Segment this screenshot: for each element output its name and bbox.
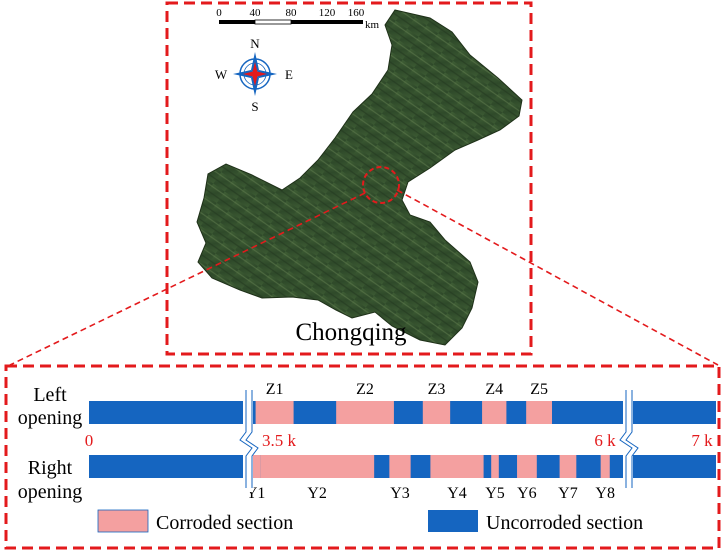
compass-n: N	[250, 36, 260, 51]
zone-label-z3: Z3	[428, 381, 446, 398]
zone-label-z4: Z4	[485, 381, 503, 398]
zone-label-y8: Y8	[595, 485, 615, 502]
marker-7k: 7 k	[691, 431, 713, 450]
scale-unit: km	[365, 19, 380, 31]
map-title: Chongqing	[295, 319, 407, 346]
zone-y4	[430, 455, 484, 478]
right-opening-label-1: Right	[28, 457, 73, 479]
zone-label-y4: Y4	[447, 485, 467, 502]
zone-y2	[260, 455, 375, 478]
right-opening-bar	[89, 455, 716, 478]
zone-z1	[255, 401, 294, 424]
zone-y7	[559, 455, 577, 478]
zone-z5	[526, 401, 552, 424]
zone-label-z5: Z5	[530, 381, 548, 398]
zone-label-y3: Y3	[390, 485, 410, 502]
zone-label-z1: Z1	[266, 381, 284, 398]
zone-label-y6: Y6	[517, 485, 537, 502]
compass-e: E	[285, 67, 293, 82]
left-opening-label-1: Left	[33, 384, 67, 406]
marker-0: 0	[85, 431, 94, 450]
compass-s: S	[251, 99, 258, 114]
left-opening-bar	[89, 401, 716, 424]
marker-6k: 6 k	[594, 431, 616, 450]
axis-break-2	[619, 390, 639, 492]
legend-uncorroded-label: Uncorroded section	[486, 512, 643, 534]
zone-label-y2: Y2	[307, 485, 327, 502]
marker-3-5k: 3.5 k	[262, 431, 297, 450]
zone-z3	[422, 401, 451, 424]
scale-tick-0: 0	[216, 7, 222, 19]
tunnel-frame	[4, 364, 721, 550]
compass-icon: N S W E	[215, 36, 293, 114]
zone-y3	[389, 455, 411, 478]
zone-label-y5: Y5	[485, 485, 505, 502]
left-uncorroded-base	[89, 401, 716, 424]
chongqing-region	[196, 9, 523, 346]
zone-y6	[517, 455, 537, 478]
scale-tick-40: 40	[250, 7, 262, 19]
scale-tick-80: 80	[286, 7, 298, 19]
axis-break-1	[239, 390, 259, 492]
study-area-circle	[362, 166, 400, 204]
zone-z2	[336, 401, 394, 424]
scale-bar: 0 40 80 120 160 km	[216, 7, 379, 31]
legend-corroded-label: Corroded section	[156, 512, 293, 534]
zoom-line-left	[9, 192, 366, 366]
legend-uncorroded-swatch	[428, 510, 478, 532]
zone-y1	[251, 455, 261, 478]
zone-label-z2: Z2	[356, 381, 374, 398]
zoom-line-right	[396, 189, 719, 366]
left-opening-label-2: opening	[18, 407, 82, 429]
zone-label-y7: Y7	[558, 485, 578, 502]
zone-z4	[482, 401, 507, 424]
scale-tick-120: 120	[319, 7, 336, 19]
zone-y5	[491, 455, 499, 478]
legend-corroded-swatch	[97, 509, 149, 533]
zone-y8	[600, 455, 610, 478]
right-opening-label-2: opening	[18, 481, 82, 503]
compass-w: W	[215, 67, 228, 82]
scale-tick-160: 160	[348, 7, 365, 19]
